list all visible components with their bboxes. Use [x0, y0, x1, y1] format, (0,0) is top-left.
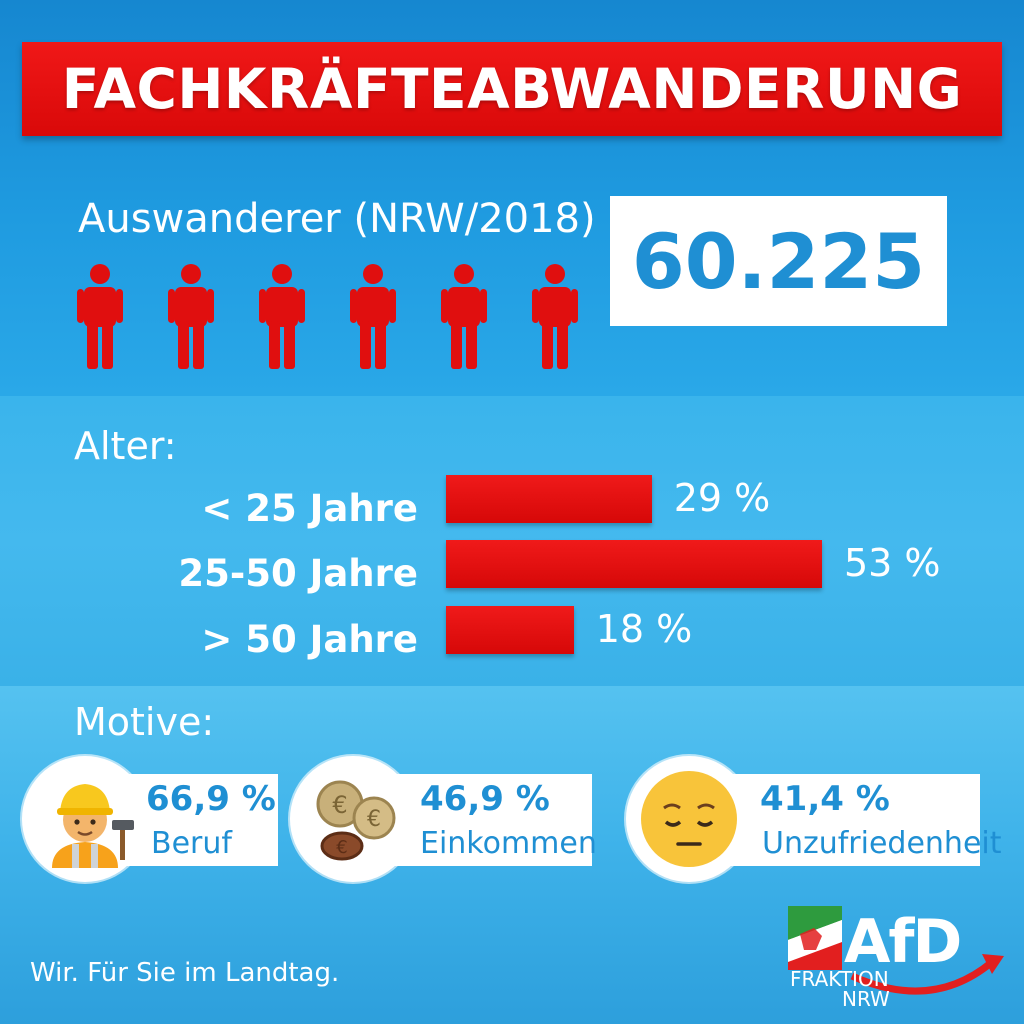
person-icon: [530, 263, 580, 369]
motive-label-income: Einkommen: [420, 826, 597, 861]
logo-fraktion-text: FRAKTION: [790, 967, 889, 991]
svg-text:€: €: [336, 837, 347, 858]
slogan: Wir. Für Sie im Landtag.: [30, 958, 340, 988]
motives-section-label: Motive:: [74, 700, 215, 744]
logo-nrw-text: NRW: [842, 987, 890, 1010]
age-bar: [446, 606, 574, 654]
person-icons: [75, 263, 595, 373]
svg-text:€: €: [367, 807, 381, 832]
person-icon: [166, 263, 216, 369]
title-banner: FACHKRÄFTEABWANDERUNG: [22, 42, 1002, 136]
motive-percent-job: 66,9 %: [146, 779, 276, 819]
party-logo: AfD FRAKTION NRW: [782, 900, 1012, 1011]
page-title: FACHKRÄFTEABWANDERUNG: [61, 57, 963, 121]
svg-text:€: €: [332, 791, 347, 819]
motive-percent-dissatisfaction: 41,4 %: [760, 779, 890, 819]
age-category-label: < 25 Jahre: [201, 487, 418, 530]
motive-circle-income: € € €: [290, 756, 416, 882]
age-value-label: 29 %: [673, 476, 771, 520]
pensive-face-icon: [641, 771, 737, 867]
age-category-label: 25-50 Jahre: [178, 552, 418, 595]
age-bar-chart: < 25 Jahre 29 % 25-50 Jahre 53 % > 50 Jahre 1…: [0, 460, 1024, 670]
nrw-emblem-logo: AfD FRAKTION NRW: [788, 906, 1004, 1011]
age-value-label: 18 %: [595, 607, 693, 651]
age-category-label: > 50 Jahre: [201, 618, 418, 661]
motive-label-job: Beruf: [151, 826, 232, 861]
coins-icon: € € €: [316, 780, 396, 861]
person-icon: [439, 263, 489, 369]
emigrants-number: 60.225: [631, 216, 926, 306]
emigrants-number-box: 60.225: [610, 196, 947, 326]
person-icon: [348, 263, 398, 369]
motive-percent-income: 46,9 %: [420, 779, 550, 819]
age-bar: [446, 540, 822, 588]
motive-label-dissatisfaction: Unzufriedenheit: [762, 826, 1002, 861]
age-value-label: 53 %: [844, 541, 941, 585]
svg-text:AfD: AfD: [844, 907, 960, 977]
person-icon: [75, 263, 125, 369]
age-section-label: Alter:: [74, 424, 177, 468]
construction-worker-icon: [52, 784, 134, 868]
motive-circle-dissatisfaction: [626, 756, 752, 882]
motive-circle-job: [22, 756, 148, 882]
age-bar: [446, 475, 652, 523]
emigrants-label: Auswanderer (NRW/2018): [78, 196, 596, 242]
person-icon: [257, 263, 307, 369]
